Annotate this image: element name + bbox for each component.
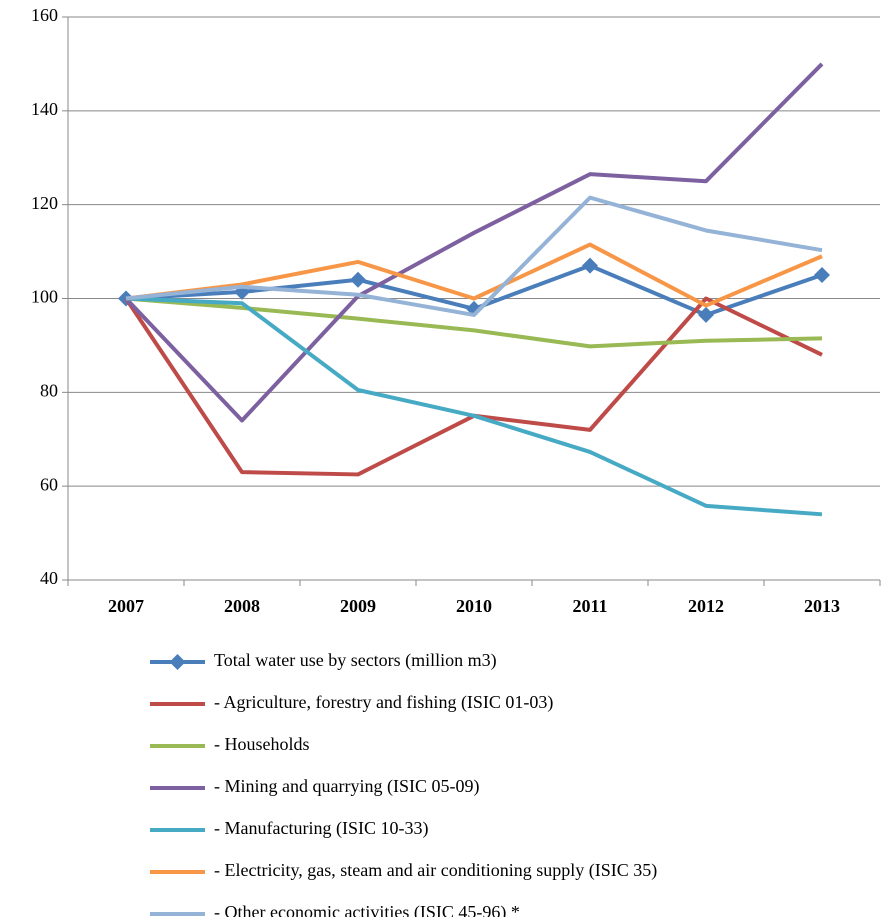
y-tick-label: 40 [40,568,58,588]
legend-label: - Other economic activities (ISIC 45-96)… [214,902,520,917]
x-tick-label: 2008 [224,596,260,616]
x-tick-label: 2009 [340,596,376,616]
legend-label: Total water use by sectors (million m3) [214,650,497,671]
x-tick-label: 2007 [108,596,144,616]
point-marker [582,257,598,274]
y-tick-label: 120 [31,193,58,213]
y-tick-label: 80 [40,380,58,400]
y-tick-label: 100 [31,287,58,307]
series-line [124,62,824,423]
point-marker [350,271,366,288]
x-tick-label: 2012 [688,596,724,616]
legend-marker [169,654,186,670]
x-tick-label: 2013 [804,596,840,616]
point-marker [698,306,714,323]
series-line [125,296,823,517]
series-line [125,296,823,349]
point-marker [814,267,830,284]
y-tick-label: 140 [31,99,58,119]
legend-label: - Households [214,734,310,754]
series-line [124,296,823,477]
legend-label: - Manufacturing (ISIC 10-33) [214,818,428,839]
legend-label: - Agriculture, forestry and fishing (ISI… [214,692,553,713]
series-line [125,242,823,308]
x-tick-label: 2010 [456,596,492,616]
legend-label: - Electricity, gas, steam and air condit… [214,860,657,881]
legend-label: - Mining and quarrying (ISIC 05-09) [214,776,479,797]
y-tick-label: 60 [40,474,58,494]
y-tick-label: 160 [31,5,58,25]
series-line [125,195,823,317]
x-tick-label: 2011 [572,596,607,616]
